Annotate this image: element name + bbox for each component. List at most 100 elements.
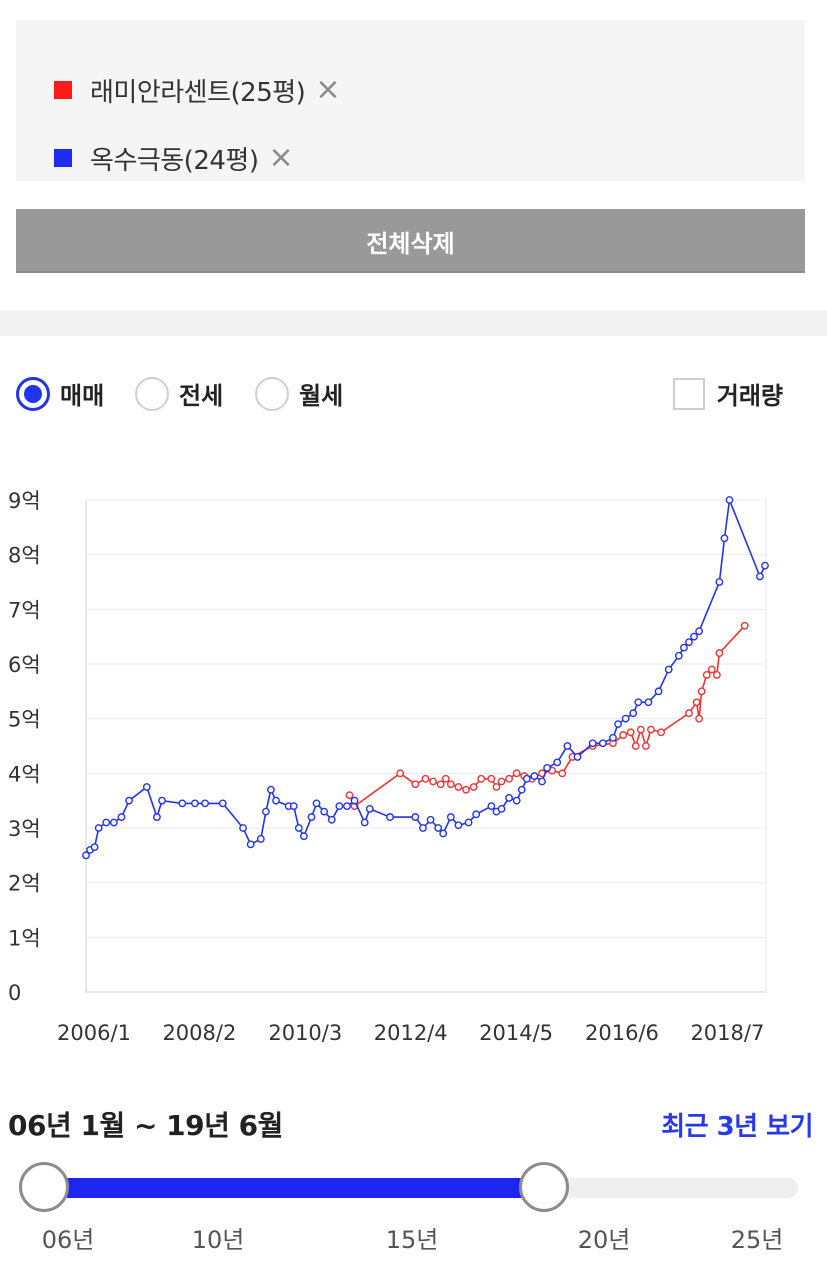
data-point [464,818,473,827]
slider-tick-label: 06년 [41,1226,95,1254]
radio-sale-label: 매매 [60,382,105,410]
data-point [411,813,420,821]
clear-all-button[interactable]: 전체삭제 [16,209,805,273]
y-tick-label: 6억 [8,653,41,677]
data-point [512,796,521,805]
data-point [201,799,209,808]
data-point [690,632,698,641]
y-tick-label: 2억 [8,872,41,896]
price-chart: 0 1억 2억 3억 4억 5억 6억 7억 8억 9억 2006/1 2008/2 2010/3 201… [8,489,769,1045]
data-point [697,687,706,696]
data-point [386,813,394,821]
compare-item-2: 옥수극동(24평) × [54,138,294,178]
data-point [345,791,354,800]
data-point [90,843,99,852]
radio-sale[interactable]: 매매 [16,376,104,411]
radio-monthly[interactable]: 월세 [255,376,343,411]
data-point [715,649,724,657]
data-point [153,813,161,821]
section-divider [0,310,827,336]
radio-monthly-label: 월세 [299,382,344,410]
recent-3-years-link[interactable]: 최근 3년 보기 [661,1112,813,1142]
data-point [725,496,734,504]
data-point [419,824,427,832]
data-point [492,783,501,791]
data-point [626,728,635,737]
compare-item-label: 래미안라센트(25평) [90,77,306,108]
data-point [439,829,448,838]
volume-checkbox[interactable]: 거래량 [672,376,783,411]
data-point [621,714,630,723]
x-tick-label: 2010/3 [268,1021,342,1045]
volume-checkbox-label: 거래량 [716,382,783,410]
y-tick-label: 7억 [8,598,41,622]
data-point [142,783,151,791]
radio-button-icon[interactable] [135,376,169,411]
data-point [487,774,496,783]
data-point [553,758,562,767]
data-point [588,739,597,748]
data-point [634,698,643,707]
y-tick-label: 1억 [8,926,41,950]
data-point [497,777,506,786]
radio-button-icon[interactable] [16,376,50,411]
data-point [619,731,628,739]
data-point [487,802,496,811]
data-point [289,802,298,811]
data-point [692,698,701,707]
deal-type-filter: 매매 전세 월세 거래량 [0,372,827,418]
data-point [472,810,481,819]
data-point [426,815,435,824]
data-point [429,777,437,786]
radio-button-icon[interactable] [255,376,289,411]
data-point [299,832,308,841]
data-point [609,733,617,742]
data-point [647,725,655,734]
data-point [629,709,638,718]
data-point [343,802,351,811]
x-tick-label: 2018/7 [690,1021,764,1045]
y-tick-label: 9억 [8,489,41,513]
data-point [267,785,275,794]
close-icon[interactable]: × [268,140,294,175]
data-point [158,796,166,805]
data-point [462,785,470,794]
plot-area [85,499,767,993]
data-point [685,638,693,647]
data-point [396,769,405,778]
data-point [327,815,336,824]
period-slider[interactable]: 06년 10년 15년 20년 25년 [0,1150,827,1263]
y-tick-label: 3억 [8,817,41,841]
data-point [178,799,187,808]
data-point [654,687,663,696]
data-point [312,799,321,808]
checkbox-icon[interactable] [672,377,705,410]
data-point [246,840,255,849]
data-point [685,709,693,718]
x-tick-label: 2016/6 [585,1021,659,1045]
data-point [505,774,513,783]
close-icon[interactable]: × [315,72,340,107]
data-point [707,665,716,674]
x-tick-label: 2014/5 [479,1021,553,1045]
slider-start-handle[interactable] [19,1162,69,1212]
data-point [740,621,749,630]
data-point [680,643,688,652]
data-point [530,772,539,780]
data-point [538,777,546,786]
data-point [335,802,344,811]
x-tick-label: 2008/2 [162,1021,236,1045]
y-tick-label: 8억 [8,544,41,568]
data-point [712,671,721,679]
data-point [522,774,531,783]
radio-jeonse[interactable]: 전세 [135,376,223,411]
slider-tick-label: 20년 [577,1226,631,1254]
slider-end-handle[interactable] [518,1162,569,1212]
data-point [644,698,653,707]
data-point [598,739,607,748]
data-point [446,780,455,789]
x-tick-label: 2012/4 [374,1021,448,1045]
data-point [573,753,582,761]
data-point [117,813,126,821]
data-point [365,804,374,813]
